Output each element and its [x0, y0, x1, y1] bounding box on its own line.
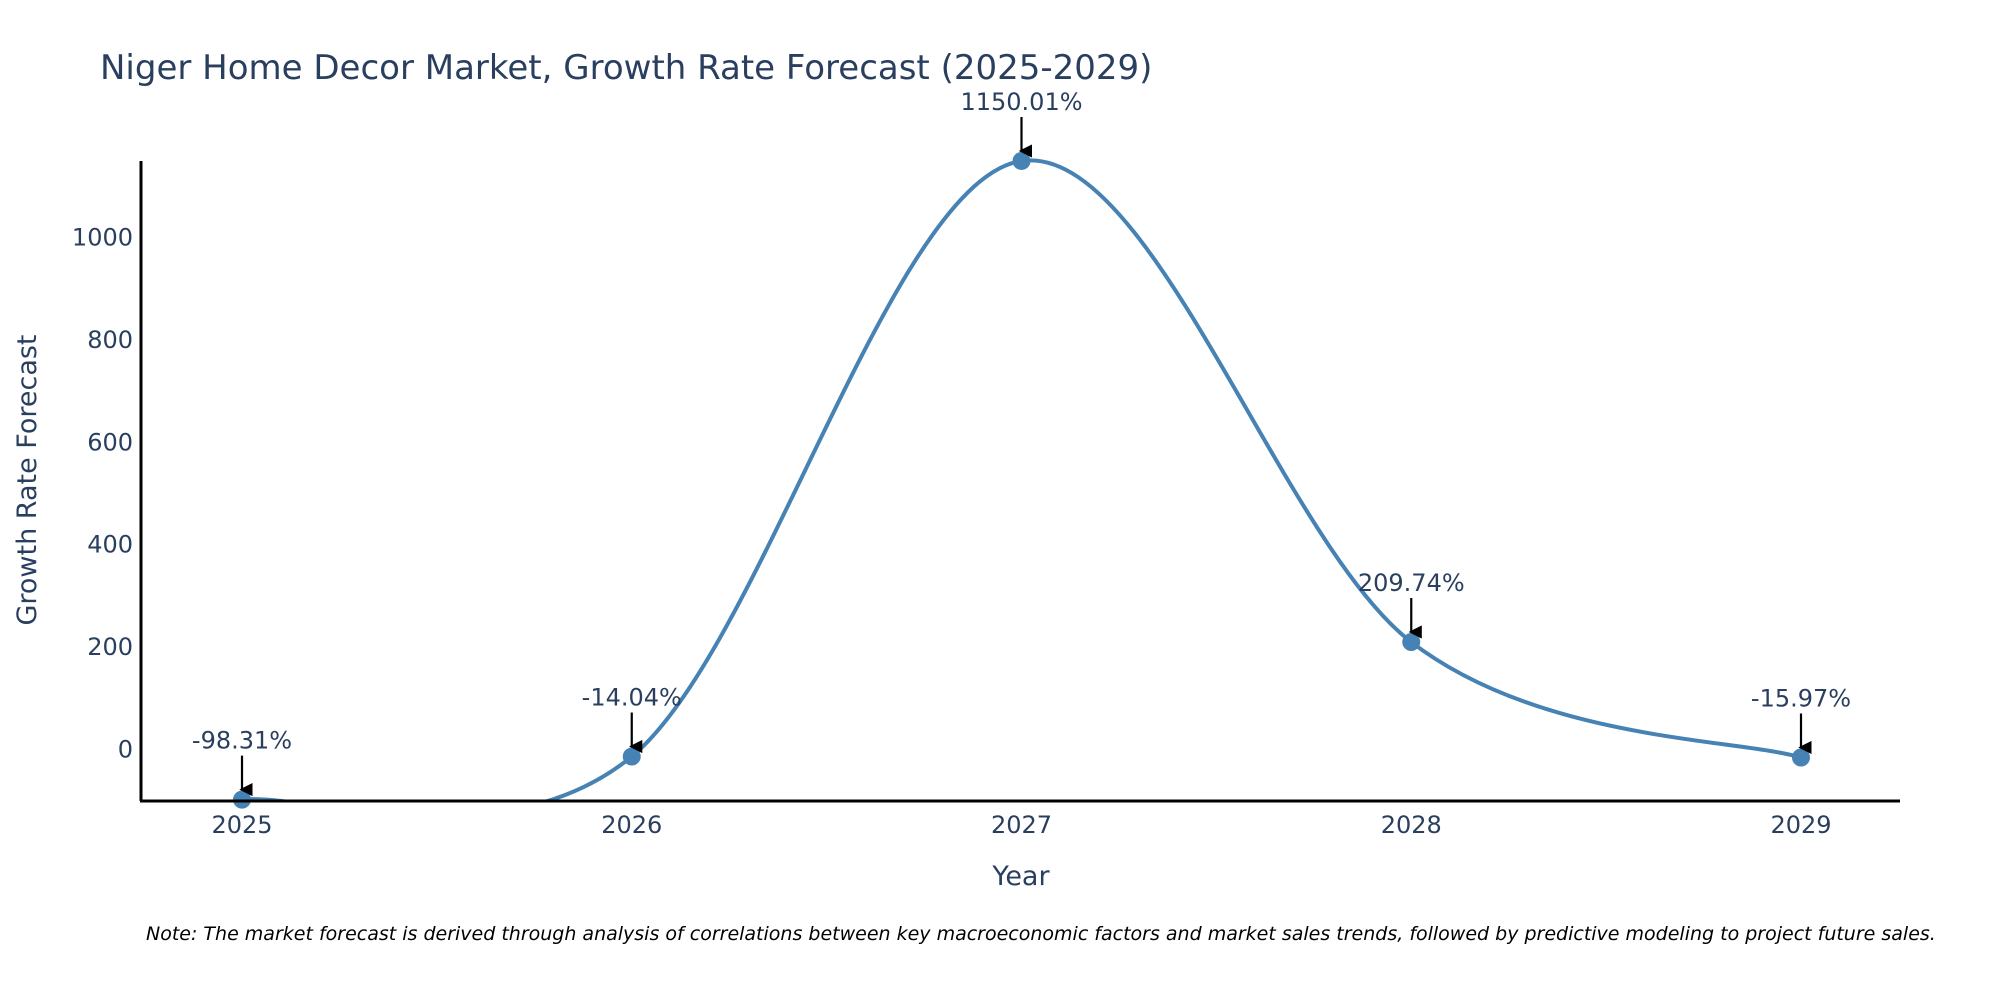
footnote-note: Note: The market forecast is derived thr…: [146, 923, 1936, 945]
annotation-label: -98.31%: [192, 727, 292, 755]
x-axis-title: Year: [991, 861, 1050, 892]
data-point-2028: [1402, 633, 1421, 652]
y-tick-label: 600: [87, 428, 133, 456]
x-tick-label: 2027: [991, 811, 1052, 839]
x-tick-label: 2028: [1381, 811, 1442, 839]
y-tick-label: 800: [87, 326, 133, 354]
data-point-2027: [1012, 151, 1031, 170]
data-annotations: -98.31% -14.04% 1150.01% 209.74% -15.97%: [192, 88, 1851, 797]
x-tick-labels: 2025 2026 2027 2028 2029: [211, 811, 1831, 839]
y-tick-label: 1000: [72, 224, 133, 252]
x-tick-label: 2025: [211, 811, 272, 839]
annotation-label: 209.74%: [1358, 569, 1465, 597]
annotation-label: -14.04%: [582, 684, 682, 712]
y-axis-title: Growth Rate Forecast: [12, 334, 43, 625]
y-tick-label: 0: [118, 735, 133, 763]
y-tick-label: 400: [87, 531, 133, 559]
annotation-label: -15.97%: [1751, 684, 1851, 712]
data-points: [233, 151, 1810, 809]
x-tick-label: 2026: [601, 811, 662, 839]
series-line: [240, 158, 1803, 801]
data-point-2026: [622, 747, 641, 766]
y-tick-labels: 0 200 400 600 800 1000: [72, 224, 133, 764]
x-tick-label: 2029: [1770, 811, 1831, 839]
data-point-2029: [1792, 748, 1810, 767]
chart-title: Niger Home Decor Market, Growth Rate For…: [100, 48, 1152, 88]
annotation-label: 1150.01%: [960, 88, 1082, 116]
y-tick-label: 200: [87, 633, 133, 661]
